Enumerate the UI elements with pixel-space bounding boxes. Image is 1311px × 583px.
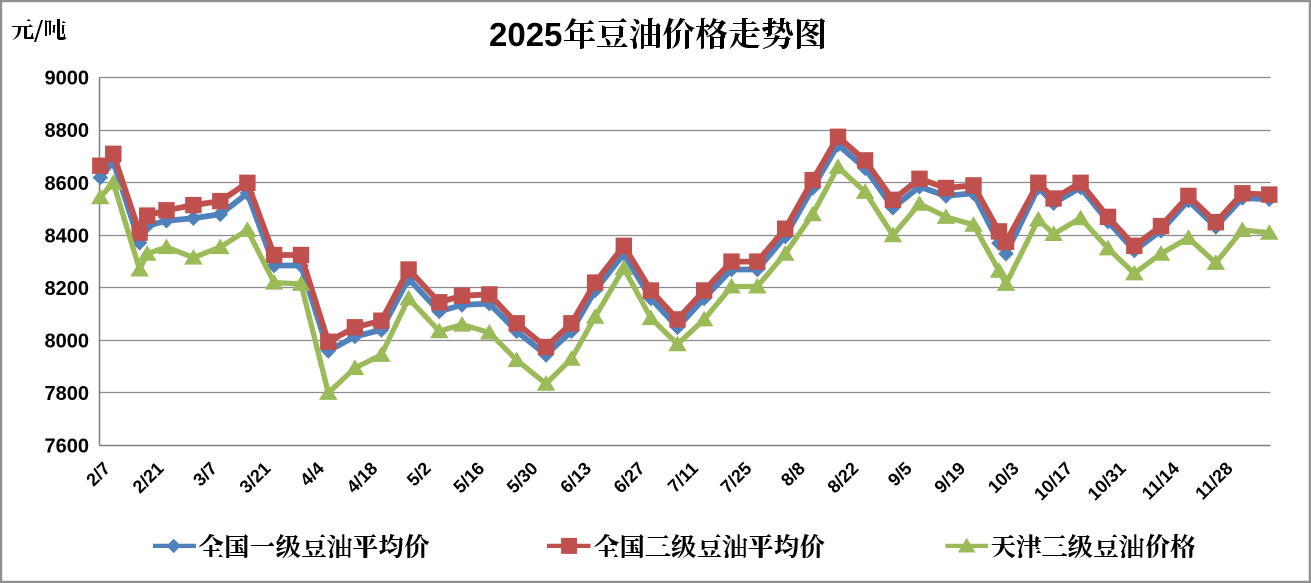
svg-text:8400: 8400 — [45, 225, 90, 247]
svg-text:8800: 8800 — [45, 120, 90, 142]
svg-text:7800: 7800 — [45, 383, 90, 405]
svg-text:9000: 9000 — [45, 68, 90, 90]
svg-text:7600: 7600 — [45, 436, 90, 458]
svg-text:8000: 8000 — [45, 330, 90, 352]
svg-text:8600: 8600 — [45, 173, 90, 195]
svg-text:8200: 8200 — [45, 278, 90, 300]
svg-text:2025: 2025 — [489, 16, 562, 53]
